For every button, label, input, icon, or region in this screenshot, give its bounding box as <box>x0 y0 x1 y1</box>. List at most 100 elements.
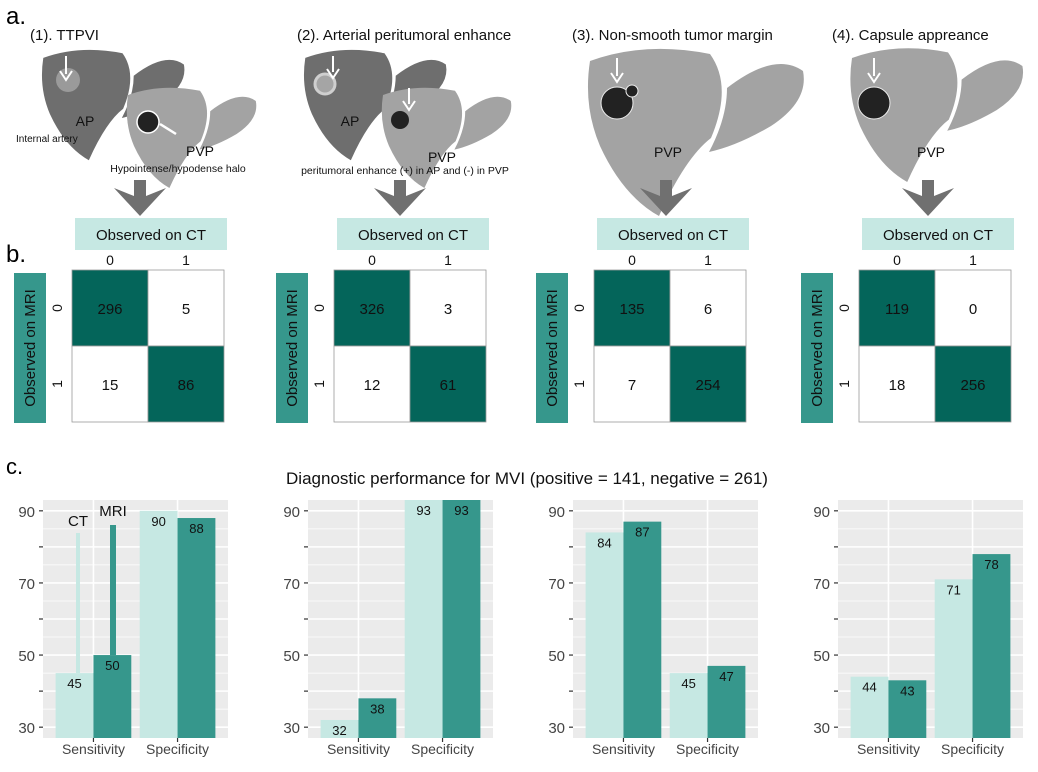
bar-chart: Sensitivity Specificity 30 50 70 90 32 93 38 93 <box>283 500 493 757</box>
matrix-cell <box>669 269 747 347</box>
arrow-icon-head <box>610 72 624 84</box>
col-header-box <box>862 218 1014 250</box>
bar-value-label: 78 <box>984 557 998 572</box>
bar-value-label: 87 <box>635 525 649 540</box>
tumor-pvp-halo <box>136 110 160 134</box>
y-tick-label: 70 <box>283 576 300 593</box>
bar-value-label: 90 <box>151 514 165 529</box>
bar-chart: Sensitivity Specificity 30 50 70 90 45 90 50 88 CT… <box>18 500 228 757</box>
row-tick-label: 1 <box>571 380 587 388</box>
panel-title: (2). Arterial peritumoral enhance <box>297 27 511 44</box>
matrix-cell <box>71 269 149 347</box>
bar-ct <box>320 719 359 738</box>
bar-value-label: 45 <box>67 676 81 691</box>
col-tick-label: 1 <box>969 252 977 268</box>
liver-left-lobe <box>709 63 804 152</box>
label-pvp: PVP <box>654 144 682 160</box>
matrix-cell-value: 119 <box>885 301 909 318</box>
x-tick-label: Sensitivity <box>592 741 655 757</box>
y-tick-label: 30 <box>548 720 565 737</box>
bar-chart: Sensitivity Specificity 30 50 70 90 44 71 43 78 <box>813 500 1023 757</box>
note-halo: Hypointense/hypodense halo <box>110 163 246 175</box>
y-tick-label: 90 <box>18 504 35 521</box>
section-label-c: c. <box>6 454 23 479</box>
y-tick-label: 70 <box>548 576 565 593</box>
row-header-observed-on-mri: Observed on MRI <box>809 289 826 407</box>
matrix-cell <box>593 345 671 423</box>
col-tick-label: 1 <box>704 252 712 268</box>
matrix-cell-value: 296 <box>97 301 122 318</box>
legend-label-mri: MRI <box>99 503 127 520</box>
row-tick-label: 0 <box>836 304 852 312</box>
bar-chart: Sensitivity Specificity 30 50 70 90 84 45 87 47 <box>548 500 758 757</box>
row-header-box <box>276 273 308 423</box>
y-tick-label: 70 <box>18 576 35 593</box>
row-header-box <box>536 273 568 423</box>
note-internal-artery: Internal artery <box>16 134 78 145</box>
panel-title: (4). Capsule appreance <box>832 27 989 44</box>
matrix-cell <box>147 345 225 423</box>
y-tick-label: 30 <box>18 720 35 737</box>
section-label-b: b. <box>6 241 26 268</box>
bar-mri <box>93 655 132 738</box>
row-header-box <box>14 273 46 423</box>
label-pvp: PVP <box>428 149 456 165</box>
col-header-box <box>597 218 749 250</box>
x-tick-label: Specificity <box>676 741 739 757</box>
bar-value-label: 84 <box>597 535 611 550</box>
y-tick-label: 70 <box>813 576 830 593</box>
row-tick-label: 1 <box>836 380 852 388</box>
label-ap: AP <box>76 113 95 129</box>
down-arrow-icon <box>902 180 954 216</box>
bar-mri <box>972 554 1011 738</box>
matrix-cell <box>934 345 1012 423</box>
matrix-cell-value: 18 <box>889 377 906 394</box>
arrow-icon-head <box>326 68 340 80</box>
liver-left-lobe <box>454 96 512 150</box>
matrix-cell <box>934 269 1012 347</box>
y-tick-label: 50 <box>18 648 35 665</box>
row-header-box <box>801 273 833 423</box>
liver-pvp-illustration <box>850 48 1024 182</box>
tumor-nodule <box>625 84 639 98</box>
col-tick-label: 1 <box>182 252 190 268</box>
col-tick-label: 0 <box>106 252 114 268</box>
tumor-ap-enhancing <box>313 72 337 96</box>
liver-right-lobe <box>587 48 722 217</box>
matrix-cell <box>593 269 671 347</box>
matrix-cell-value: 6 <box>704 301 712 318</box>
row-tick-label: 0 <box>49 304 65 312</box>
bar-value-label: 45 <box>681 676 695 691</box>
matrix-cell <box>333 269 411 347</box>
bar-ct <box>139 510 178 738</box>
row-header-observed-on-mri: Observed on MRI <box>544 289 561 407</box>
bar-ct <box>404 500 443 738</box>
matrix-cell <box>858 345 936 423</box>
x-tick-label: Specificity <box>941 741 1004 757</box>
row-header-observed-on-mri: Observed on MRI <box>22 289 39 407</box>
row-tick-label: 1 <box>49 380 65 388</box>
col-header-observed-on-ct: Observed on CT <box>96 227 206 244</box>
matrix-cell-value: 326 <box>359 301 384 318</box>
x-tick-label: Sensitivity <box>62 741 125 757</box>
y-tick-label: 90 <box>548 504 565 521</box>
y-tick-label: 90 <box>813 504 830 521</box>
row-tick-label: 0 <box>311 304 327 312</box>
halo-arrow-icon <box>159 122 177 136</box>
matrix-cell <box>409 345 487 423</box>
matrix-cell-value: 0 <box>969 301 977 318</box>
down-arrow-icon <box>640 180 692 216</box>
matrix-cell-value: 15 <box>102 377 119 394</box>
bar-ct <box>934 579 973 738</box>
panel-title: (1). TTPVI <box>30 27 99 44</box>
bar-mri <box>623 521 662 738</box>
bar-value-label: 88 <box>189 521 203 536</box>
liver-pvp-illustration <box>587 48 804 217</box>
liver-right-lobe <box>850 48 958 182</box>
bar-value-label: 38 <box>370 701 384 716</box>
bar-value-label: 44 <box>862 680 876 695</box>
x-tick-label: Specificity <box>411 741 474 757</box>
y-tick-label: 50 <box>813 648 830 665</box>
liver-left-lobe <box>199 96 257 150</box>
